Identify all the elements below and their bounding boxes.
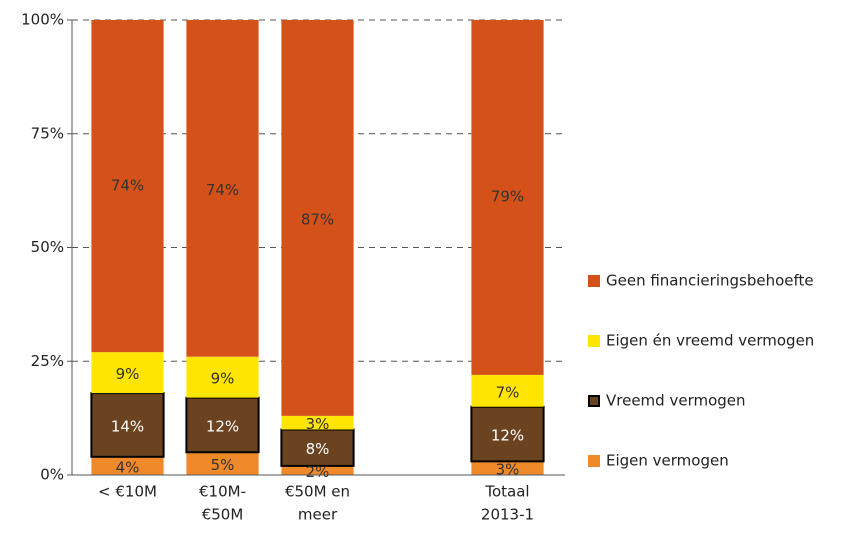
x-tick-label: €50M <box>202 506 244 524</box>
bar-segment <box>281 415 354 430</box>
bar-segment <box>470 405 545 463</box>
bars <box>90 20 545 475</box>
data-label: 8% <box>306 440 330 458</box>
y-tick-label: 50% <box>31 238 64 256</box>
bar-segment <box>91 352 164 394</box>
legend-label: Eigen vermogen <box>606 452 729 470</box>
data-label: 74% <box>206 181 239 199</box>
bar-segment <box>185 396 260 454</box>
data-label: 12% <box>206 417 239 435</box>
data-label: 14% <box>111 417 144 435</box>
bar-segment <box>91 456 164 475</box>
x-tick-label: Totaal <box>484 483 529 501</box>
bar-segment <box>90 392 165 458</box>
bar-segment <box>471 374 544 407</box>
legend-label: Geen financieringsbehoefte <box>606 272 814 290</box>
x-tick-label: €50M en <box>285 483 350 501</box>
bar-segment <box>281 465 354 475</box>
legend-swatch <box>588 395 600 407</box>
bar-segment <box>280 428 355 467</box>
data-label: 3% <box>496 461 520 479</box>
bar-segment <box>281 20 354 416</box>
x-tick-label: 2013-1 <box>481 506 534 524</box>
x-tick-label: < €10M <box>98 483 157 501</box>
bar-segment <box>186 20 259 357</box>
y-tick-label: 75% <box>31 124 64 142</box>
legend-swatch <box>588 335 600 347</box>
data-label: 7% <box>496 383 520 401</box>
legend-swatch <box>588 275 600 287</box>
y-tick-label: 0% <box>40 466 64 484</box>
y-tick-label: 100% <box>21 11 64 29</box>
bar-segment <box>471 20 544 375</box>
bar-segment <box>91 20 164 353</box>
bar-segment <box>186 356 259 398</box>
data-label: 5% <box>211 456 235 474</box>
bar-segment <box>186 452 259 475</box>
data-label: 9% <box>211 370 235 388</box>
data-label: 2% <box>306 463 330 481</box>
x-tick-label: €10M- <box>199 483 246 501</box>
bar-segment <box>471 461 544 475</box>
data-label: 4% <box>116 458 140 476</box>
data-label: 3% <box>306 415 330 433</box>
data-label: 79% <box>491 188 524 206</box>
data-label: 74% <box>111 176 144 194</box>
legend-swatch <box>588 455 600 467</box>
y-tick-label: 25% <box>31 352 64 370</box>
legend-label: Eigen én vreemd vermogen <box>606 332 814 350</box>
data-label: 9% <box>116 365 140 383</box>
x-tick-label: meer <box>298 506 338 524</box>
data-label: 87% <box>301 210 334 228</box>
data-label: 12% <box>491 427 524 445</box>
legend-label: Vreemd vermogen <box>606 392 746 410</box>
